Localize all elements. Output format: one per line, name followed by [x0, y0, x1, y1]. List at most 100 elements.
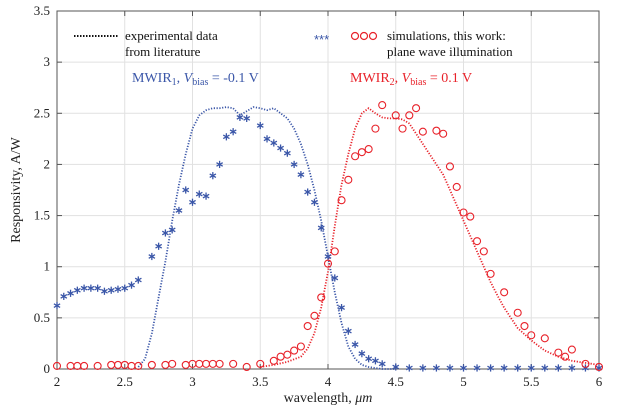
simulation-point-circle	[357, 148, 366, 157]
simulation-point-star	[358, 350, 366, 358]
x-axis-title-text: wavelength,	[284, 391, 356, 406]
star-stroke	[168, 227, 176, 233]
star-stroke	[107, 287, 115, 293]
simulation-point-star	[175, 206, 183, 215]
simulation-point-circle	[147, 360, 156, 369]
star-stroke	[283, 150, 291, 156]
annotation-mwir2-mid: ,	[395, 71, 402, 86]
simulation-point-star	[514, 364, 522, 372]
simulation-point-star	[460, 364, 467, 372]
star-stroke	[182, 187, 190, 193]
simulation-point-star	[487, 364, 495, 372]
star-stroke	[73, 287, 81, 293]
simulation-point-circle	[330, 247, 339, 256]
simulation-point-star	[473, 364, 481, 372]
simulation-point-circle	[93, 361, 102, 370]
star-stroke	[87, 285, 95, 291]
simulation-point-star	[114, 285, 122, 293]
simulation-point-circle	[242, 362, 251, 372]
simulation-point-star	[290, 160, 298, 169]
star-stroke	[270, 140, 278, 146]
star-stroke	[432, 365, 440, 371]
star-stroke	[460, 365, 467, 371]
simulation-point-circle	[215, 359, 224, 368]
simulation-point-star	[568, 364, 576, 372]
simulation-point-circle	[107, 360, 116, 369]
x-tick-label: 3.5	[252, 374, 268, 389]
annotation-mwir2-var: V	[402, 71, 412, 86]
simulation-point-circle	[398, 124, 407, 133]
star-stroke	[94, 285, 102, 291]
star-stroke	[195, 191, 203, 197]
simulation-point-star	[243, 114, 251, 122]
simulation-point-circle	[161, 360, 170, 369]
y-tick-label: 1	[44, 259, 51, 274]
simulation-point-circle	[317, 293, 326, 302]
simulation-point-circle	[134, 361, 143, 370]
simulation-point-circle	[303, 321, 312, 331]
simulation-point-star	[80, 284, 88, 292]
simulation-point-circle	[418, 127, 427, 136]
experimental-line-0	[137, 106, 396, 370]
simulation-point-star	[419, 364, 427, 372]
x-axis-title: wavelength, μm	[284, 391, 373, 406]
simulation-point-circle	[378, 101, 387, 110]
simulation-point-circle	[290, 346, 299, 355]
star-stroke	[297, 172, 305, 178]
annotation-mwir2-varsub: bias	[410, 77, 426, 88]
simulation-point-circle	[412, 104, 421, 113]
star-stroke	[155, 243, 163, 249]
simulation-point-circle	[323, 259, 333, 268]
annotation-mwir1-varsub: bias	[192, 77, 208, 88]
simulation-point-circle	[439, 129, 448, 138]
simulation-point-star	[365, 355, 373, 363]
simulation-point-star	[283, 149, 291, 157]
star-stroke	[67, 290, 74, 296]
annotation-mwir1-sub: 1	[172, 77, 177, 88]
star-stroke	[392, 364, 400, 370]
simulation-point-circle	[181, 360, 190, 369]
star-stroke	[311, 199, 318, 205]
simulation-point-circle	[540, 334, 549, 343]
star-stroke	[134, 277, 142, 283]
x-tick-label: 2.5	[117, 374, 133, 389]
star-stroke	[60, 294, 68, 299]
plot-series	[52, 101, 604, 372]
star-stroke	[344, 328, 352, 334]
simulation-point-star	[148, 252, 156, 261]
legend-simulation-label-line1: simulations, this work:	[387, 28, 506, 43]
annotation-mwir1-base: MWIR	[132, 71, 172, 86]
simulation-point-star	[53, 301, 61, 310]
simulation-point-star	[582, 364, 589, 372]
simulation-point-circle	[344, 175, 353, 184]
simulation-point-star	[378, 360, 386, 368]
y-tick-label: 3.5	[34, 3, 50, 18]
simulation-point-circle	[127, 361, 136, 370]
simulation-point-star	[222, 133, 230, 141]
simulation-point-circle	[73, 361, 82, 370]
star-stroke	[324, 254, 332, 259]
star-stroke	[290, 162, 298, 167]
simulation-point-star	[121, 284, 129, 292]
star-stroke	[202, 193, 210, 199]
legend-red-circle-markers	[350, 31, 378, 41]
star-stroke	[148, 254, 156, 259]
x-tick-label: 5.5	[523, 374, 539, 389]
simulation-point-star	[554, 364, 562, 372]
star-stroke	[487, 365, 495, 371]
simulation-point-circle	[229, 359, 238, 368]
y-tick-label: 0.5	[34, 310, 50, 325]
simulation-point-circle	[567, 345, 576, 354]
star-stroke	[365, 356, 373, 362]
x-axis-title-unit: μm	[354, 391, 372, 406]
star-stroke	[514, 365, 522, 371]
simulation-point-circle	[520, 321, 529, 331]
annotation-mwir1-value: = -0.1 V	[208, 71, 258, 86]
simulation-point-circle	[296, 342, 305, 351]
simulation-point-circle	[466, 212, 475, 221]
simulation-point-star	[311, 198, 318, 206]
simulation-point-star	[67, 289, 74, 297]
legend-experimental-label-line2: from literature	[125, 44, 201, 59]
simulation-point-star	[338, 304, 345, 312]
simulation-point-star	[161, 229, 169, 237]
